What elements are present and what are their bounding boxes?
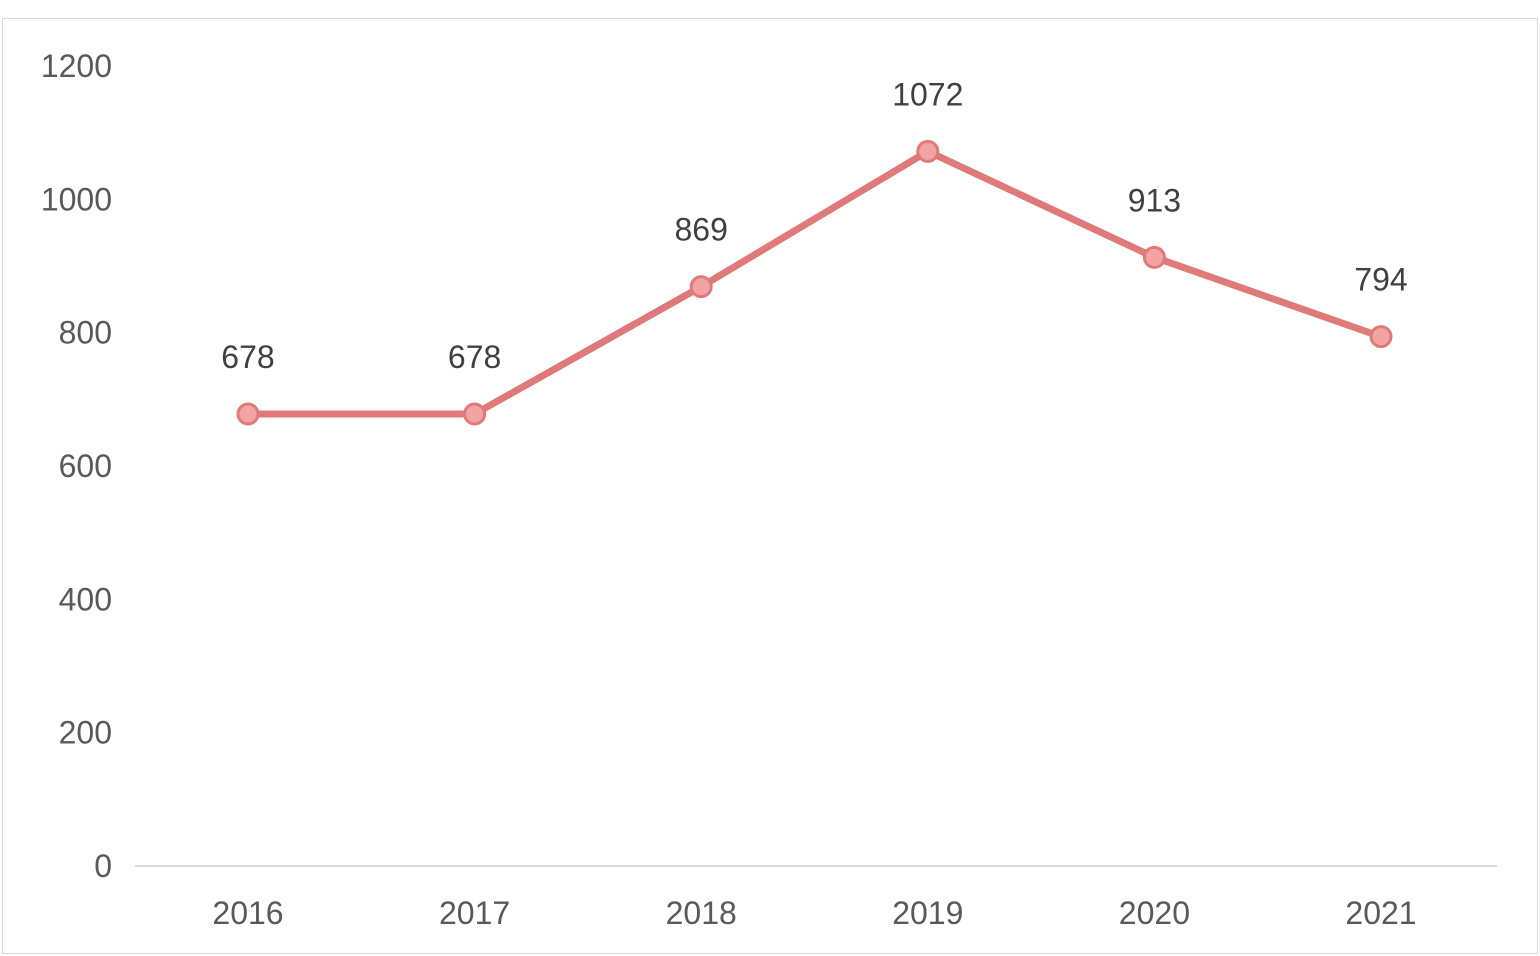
data-point-marker [689,275,713,299]
data-point-marker [463,402,487,426]
data-label: 678 [448,339,501,375]
y-tick-label: 800 [59,315,112,351]
x-tick-label: 2018 [666,895,737,931]
data-point-marker [236,402,260,426]
y-tick-label: 400 [59,581,112,617]
y-tick-label: 600 [59,448,112,484]
x-tick-label: 2020 [1119,895,1190,931]
x-tick-label: 2019 [892,895,963,931]
y-tick-label: 1200 [41,48,112,84]
data-point-marker [1369,325,1393,349]
x-axis-ticks: 2016 2017 2018 2019 2020 2021 [212,895,1416,931]
y-tick-label: 0 [94,848,112,884]
data-label: 1072 [892,76,963,112]
y-tick-label: 1000 [41,181,112,217]
series-line [244,147,1385,418]
series-markers [236,139,1393,426]
data-label: 913 [1128,182,1181,218]
data-label: 678 [221,339,274,375]
data-labels: 678 678 869 1072 913 794 [221,76,1407,375]
data-label: 869 [675,212,728,248]
y-axis-ticks: 0 200 400 600 800 1000 1200 [41,48,112,884]
data-label: 794 [1354,262,1407,298]
y-tick-label: 200 [59,715,112,751]
data-point-marker [1142,245,1166,269]
x-tick-label: 2021 [1345,895,1416,931]
x-tick-label: 2017 [439,895,510,931]
x-tick-label: 2016 [212,895,283,931]
chart-frame [2,18,1538,954]
data-point-marker [916,139,940,163]
